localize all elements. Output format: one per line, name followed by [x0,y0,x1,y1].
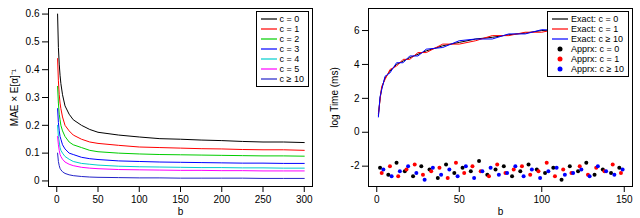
html-text:c = 3: c = 3 [279,44,300,54]
svg-text:0.3: 0.3 [26,92,40,103]
html-text:c ≥ 10: c ≥ 10 [279,74,304,84]
svg-text:300: 300 [296,194,313,205]
svg-text:6: 6 [354,25,360,36]
html-text:Apprx: c = 1: Apprx: c = 1 [571,54,620,64]
html-text:Exact: c ≥ 10: Exact: c ≥ 10 [571,34,623,44]
svg-text:2: 2 [354,93,360,104]
svg-text:0: 0 [54,194,60,205]
svg-text:0: 0 [34,175,40,186]
html-text:Apprx: c ≥ 10: Apprx: c ≥ 10 [571,64,624,74]
svg-text:b: b [178,206,184,217]
svg-text:0.1: 0.1 [26,147,40,158]
svg-text:200: 200 [213,194,230,205]
svg-text:-2: -2 [351,160,360,171]
html-text:Exact: c = 1: Exact: c = 1 [571,24,619,34]
svg-text:150: 150 [616,194,633,205]
html-text:c = 4: c = 4 [279,54,300,64]
svg-text:100: 100 [533,194,550,205]
svg-text:0.6: 0.6 [26,8,40,19]
svg-text:4: 4 [354,59,360,70]
svg-text:log Time (ms): log Time (ms) [329,67,340,128]
svg-text:150: 150 [172,194,189,205]
svg-text:MAE × E[α]⁻¹: MAE × E[α]⁻¹ [9,68,20,126]
svg-text:50: 50 [454,194,466,205]
html-text:c = 1: c = 1 [279,24,300,34]
html-text:c = 2: c = 2 [279,34,300,44]
svg-text:0.4: 0.4 [26,64,40,75]
html-text:Apprx: c = 0: Apprx: c = 0 [571,44,620,54]
svg-text:0.5: 0.5 [26,36,40,47]
html-text:c = 0: c = 0 [279,14,300,24]
svg-text:b: b [498,206,504,217]
svg-text:0: 0 [354,126,360,137]
svg-text:250: 250 [255,194,272,205]
html-text:Exact: c = 0: Exact: c = 0 [571,14,619,24]
html-text:c = 5: c = 5 [279,64,300,74]
svg-text:0.2: 0.2 [26,120,40,131]
svg-text:50: 50 [92,194,104,205]
svg-text:100: 100 [131,194,148,205]
svg-text:0: 0 [374,194,380,205]
